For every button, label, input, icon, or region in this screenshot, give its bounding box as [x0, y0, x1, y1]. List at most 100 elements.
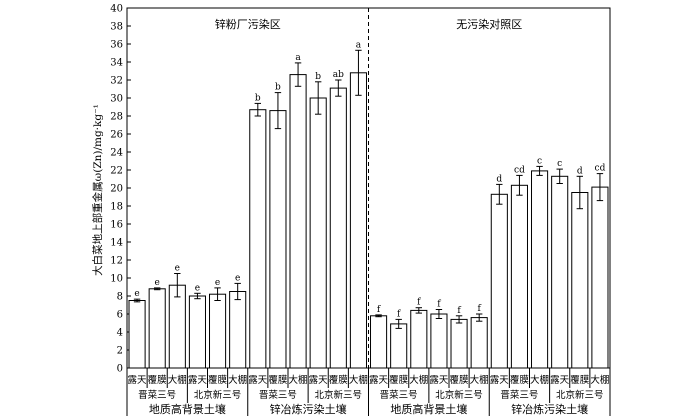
- treatment-label: 露天: [248, 375, 268, 386]
- y-tick-label: 12: [110, 256, 123, 267]
- bar: [349, 72, 367, 369]
- variety-label: 晋菜三号: [500, 389, 538, 401]
- significance-label: f: [377, 305, 381, 315]
- variety-label: 晋菜三号: [259, 389, 297, 401]
- y-axis-label: 大白菜地上部重金属ω(Zn)/mg·kg⁻¹: [91, 104, 104, 276]
- y-tick-label: 38: [110, 22, 123, 33]
- treatment-label: 露天: [188, 375, 208, 386]
- plot-area: 0246810121416182022242628303234363840锌粉厂…: [110, 4, 611, 416]
- bar: [430, 313, 448, 369]
- y-tick-label: 10: [110, 274, 123, 285]
- bar: [450, 318, 468, 369]
- soil-type-label: 锌冶炼污染土壤: [511, 402, 588, 416]
- treatment-label: 覆膜: [268, 375, 288, 386]
- bar: [128, 300, 146, 369]
- significance-label: f: [457, 306, 461, 316]
- significance-label: e: [175, 264, 180, 274]
- y-tick-label: 26: [110, 130, 123, 141]
- variety-label: 晋菜三号: [138, 389, 176, 401]
- treatment-label: 覆膜: [148, 375, 168, 386]
- treatment-label: 覆膜: [450, 375, 470, 386]
- treatment-label: 大棚: [289, 374, 308, 386]
- significance-label: e: [155, 278, 160, 288]
- significance-label: cd: [514, 165, 525, 175]
- y-tick-label: 20: [110, 184, 123, 195]
- significance-label: e: [215, 278, 220, 288]
- significance-label: e: [195, 283, 200, 293]
- treatment-label: 大棚: [530, 374, 549, 386]
- treatment-label: 覆膜: [510, 375, 530, 386]
- variety-label: 北京新三号: [556, 389, 604, 401]
- bar: [309, 97, 327, 369]
- bar: [591, 186, 609, 369]
- y-tick-label: 32: [110, 76, 123, 87]
- significance-label: f: [397, 309, 401, 319]
- bar: [470, 317, 488, 369]
- significance-label: e: [134, 289, 139, 299]
- variety-label: 北京新三号: [435, 389, 483, 401]
- treatment-label: 大棚: [349, 374, 368, 386]
- bar: [209, 293, 227, 369]
- significance-label: f: [437, 300, 441, 310]
- y-tick-label: 16: [110, 220, 123, 231]
- variety-label: 北京新三号: [315, 389, 363, 401]
- soil-type-label: 锌冶炼污染土壤: [270, 402, 347, 416]
- region-label: 无污染对照区: [456, 17, 522, 31]
- treatment-label: 大棚: [168, 374, 187, 386]
- y-tick-label: 30: [110, 94, 123, 105]
- bar: [188, 295, 206, 369]
- treatment-label: 覆膜: [329, 375, 349, 386]
- y-tick-label: 36: [110, 40, 123, 51]
- significance-label: b: [255, 93, 261, 103]
- y-tick-label: 24: [110, 148, 123, 159]
- bar: [148, 288, 166, 369]
- treatment-label: 大棚: [409, 374, 428, 386]
- y-tick-label: 34: [110, 58, 123, 69]
- bar: [249, 109, 267, 369]
- significance-label: f: [417, 298, 421, 308]
- y-tick-label: 18: [110, 202, 123, 213]
- significance-label: f: [478, 304, 482, 314]
- significance-label: b: [275, 83, 281, 93]
- bar: [551, 175, 569, 369]
- significance-label: c: [557, 159, 562, 169]
- treatment-label: 大棚: [228, 374, 247, 386]
- bar: [289, 74, 307, 369]
- bar: [269, 110, 287, 369]
- treatment-label: 露天: [369, 375, 389, 386]
- treatment-label: 覆膜: [208, 375, 228, 386]
- treatment-label: 覆膜: [570, 375, 590, 386]
- treatment-label: 露天: [309, 375, 329, 386]
- y-tick-label: 8: [117, 292, 123, 303]
- treatment-label: 覆膜: [389, 375, 409, 386]
- y-tick-label: 28: [110, 112, 123, 123]
- bar: [510, 184, 528, 369]
- y-tick-label: 14: [110, 238, 123, 249]
- region-label: 锌粉厂污染区: [215, 17, 281, 31]
- bar: [410, 309, 428, 369]
- bar: [229, 291, 247, 369]
- significance-label: ab: [333, 70, 344, 80]
- significance-label: a: [356, 40, 362, 50]
- bar: [571, 192, 589, 369]
- y-tick-label: 2: [117, 346, 123, 357]
- bar: [490, 193, 508, 369]
- bar: [168, 284, 186, 369]
- bar: [370, 315, 388, 369]
- treatment-label: 露天: [490, 375, 510, 386]
- y-tick-label: 22: [110, 166, 123, 177]
- variety-label: 北京新三号: [194, 389, 242, 401]
- variety-label: 晋菜三号: [380, 389, 418, 401]
- significance-label: b: [315, 72, 321, 82]
- soil-type-label: 地质高背景土壤: [390, 402, 467, 416]
- bar: [390, 323, 408, 369]
- soil-type-label: 地质高背景土壤: [149, 402, 226, 416]
- treatment-label: 露天: [429, 375, 449, 386]
- significance-label: d: [496, 174, 502, 184]
- y-tick-label: 0: [117, 364, 123, 375]
- treatment-label: 露天: [128, 375, 148, 386]
- treatment-label: 大棚: [470, 374, 489, 386]
- significance-label: a: [295, 53, 301, 63]
- significance-label: d: [577, 166, 583, 176]
